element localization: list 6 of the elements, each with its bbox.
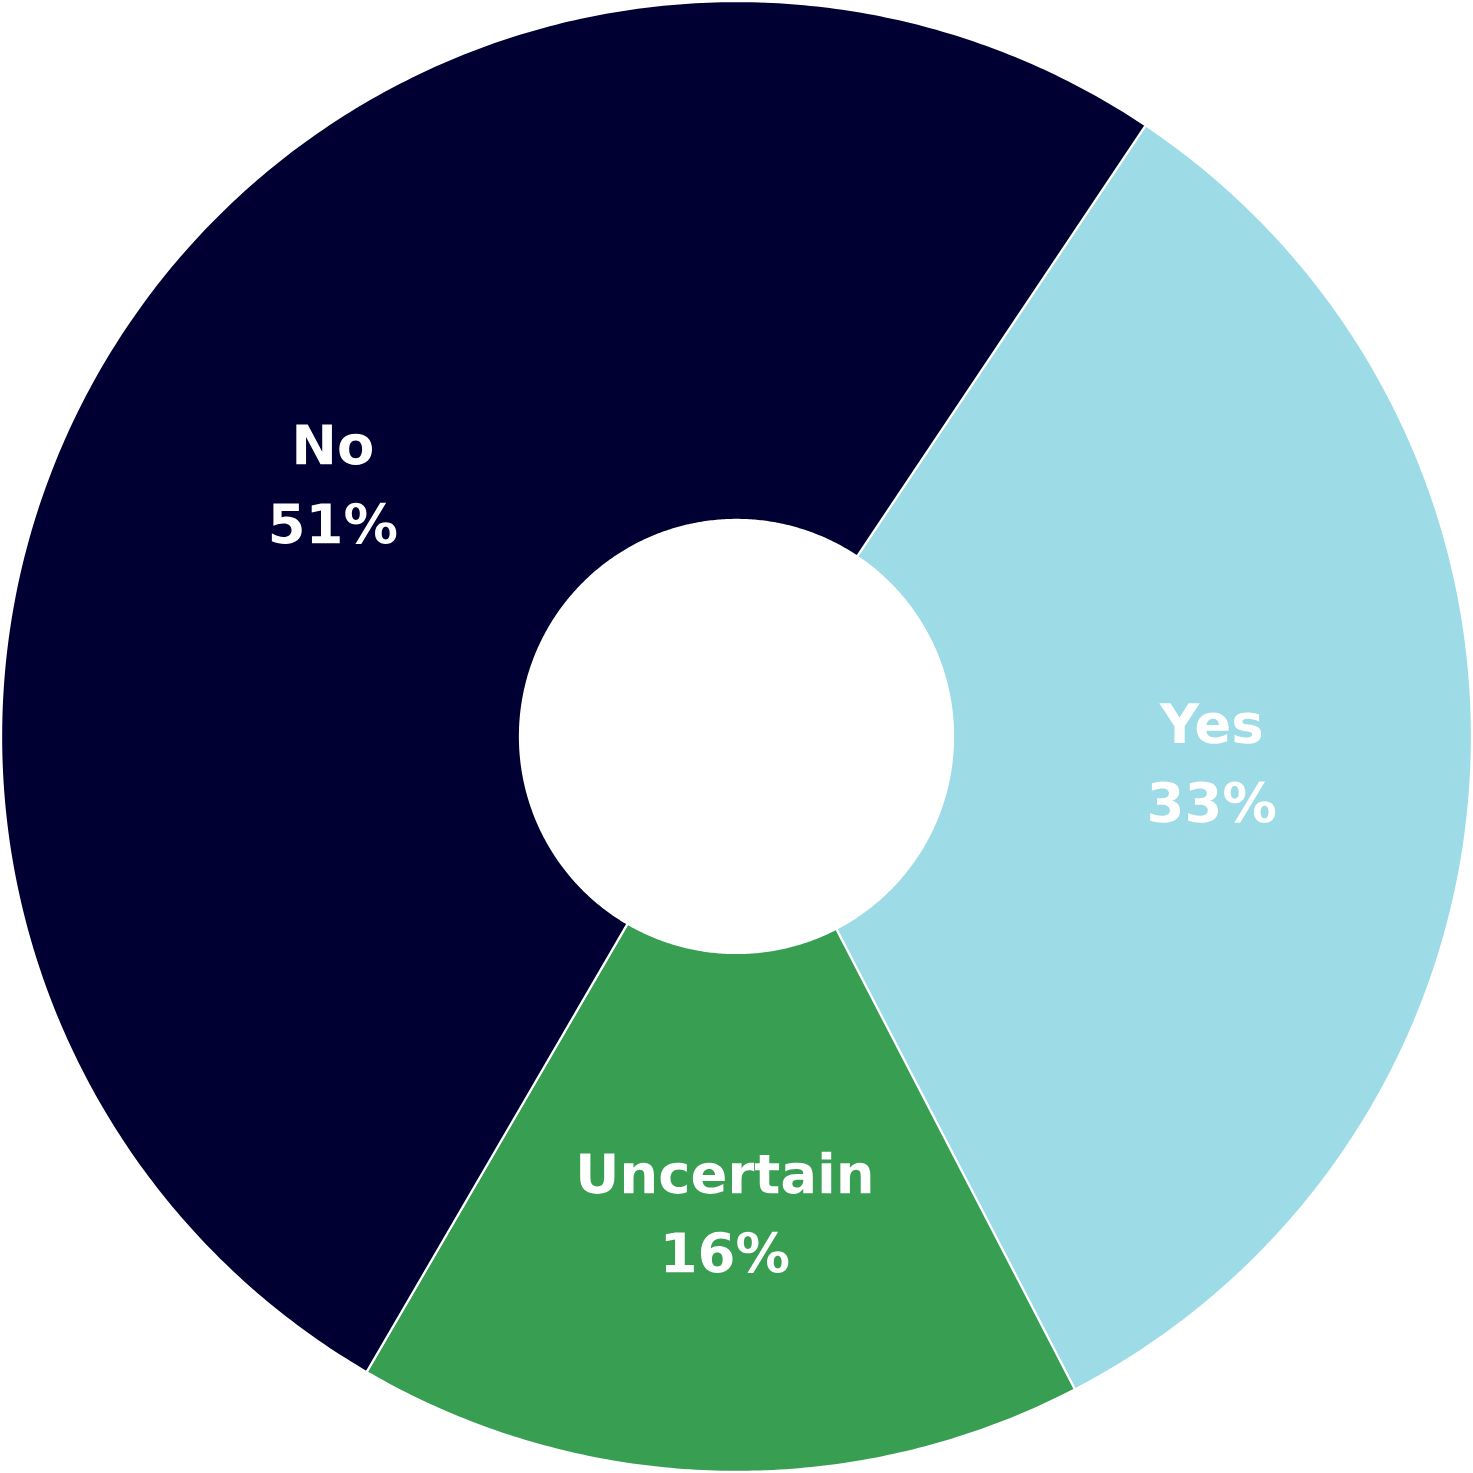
slice-label: Uncertain — [580, 1151, 871, 1194]
slice-label: No — [296, 424, 373, 465]
data-label: 51% — [271, 502, 397, 544]
data-label: 33% — [1150, 781, 1276, 823]
slice-label: Yes — [1159, 703, 1262, 744]
data-label: 16% — [665, 1231, 789, 1273]
